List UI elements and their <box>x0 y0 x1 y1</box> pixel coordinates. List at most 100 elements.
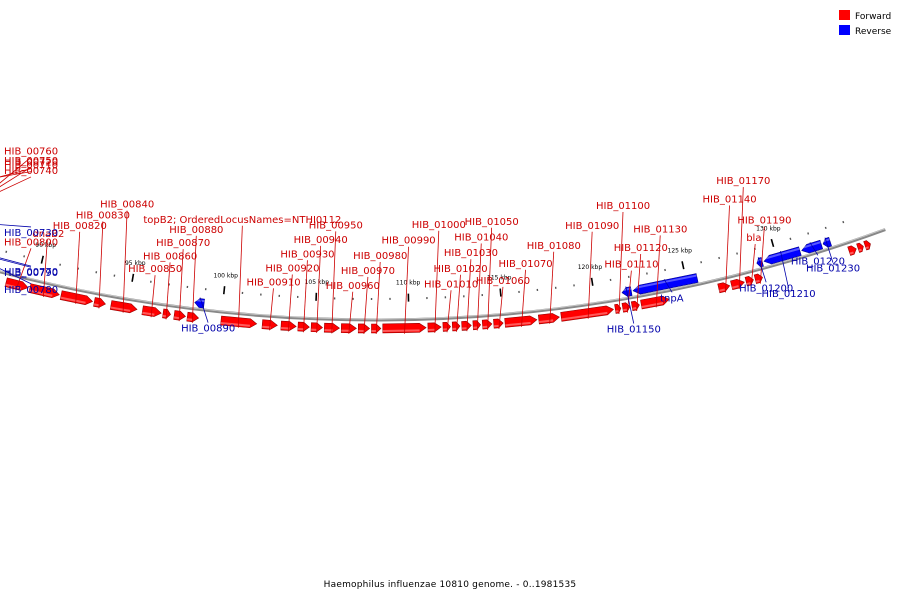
gene-label: topB2; OrderedLocusNames=NTHI0112 <box>143 215 341 226</box>
gene-label-leader <box>0 176 32 192</box>
gene-label: HIB_00730 <box>4 228 58 239</box>
gene-hib-01110[interactable] <box>621 302 631 313</box>
gene-label-leader <box>331 231 337 334</box>
gene-label-leader <box>636 253 642 312</box>
gene-unnamed[interactable] <box>856 242 864 253</box>
gene-label-leader <box>466 259 472 332</box>
gene-hib-01230[interactable] <box>822 237 832 248</box>
gene-label: HIB_01060 <box>476 276 530 287</box>
legend-reverse-swatch <box>839 25 850 35</box>
gene-label-leader <box>178 249 184 322</box>
gene-shine <box>505 321 531 327</box>
gene-label: HIB_00840 <box>100 200 154 211</box>
gene-hib-01040[interactable] <box>472 320 482 331</box>
gene-label-leader <box>663 279 673 293</box>
gene-shine <box>538 319 554 323</box>
gene-label-leader <box>655 235 661 308</box>
gene-label: HIB_00720 <box>4 158 58 169</box>
gene-hib-01170[interactable] <box>730 279 745 291</box>
gene-hib-01020[interactable] <box>451 321 461 332</box>
gene-hib-01120[interactable] <box>630 300 640 311</box>
gene-label-leader <box>348 291 354 334</box>
major-tick <box>131 273 135 282</box>
major-tick <box>590 277 594 286</box>
gene-unnamed[interactable] <box>863 240 871 251</box>
gene-label: HIB_00850 <box>128 264 182 275</box>
major-tick <box>40 255 45 264</box>
major-tick <box>499 288 502 297</box>
gene-shine <box>849 251 854 255</box>
gene-label-leader <box>0 224 32 228</box>
gene-hib-01090[interactable] <box>560 305 614 322</box>
major-tick <box>681 261 685 270</box>
gene-label: HIB_01100 <box>596 201 650 212</box>
gene-label: HIB_00800 <box>4 237 58 248</box>
genome-caption: Haemophilus influenzae 10810 genome. - 0… <box>324 580 577 590</box>
gene-hib-01130[interactable] <box>640 295 670 310</box>
gene-shine <box>5 283 22 290</box>
gene-label: HIB_00710 <box>4 161 58 172</box>
gene-label: HIB_01020 <box>433 264 487 275</box>
gene-hib-00890[interactable] <box>194 298 205 309</box>
gene-label: HIB_00950 <box>309 220 363 231</box>
genome-backbone <box>0 228 886 322</box>
gene-label-leader <box>725 205 730 293</box>
gene-label: HIB_01120 <box>614 243 668 254</box>
legend-forward-label: Forward <box>855 12 891 22</box>
major-tick <box>770 238 775 248</box>
gene-shine <box>746 282 751 286</box>
legend-forward-swatch <box>839 10 850 20</box>
gene-label: HIB_01050 <box>465 217 519 228</box>
gene-hib-01080[interactable] <box>537 313 560 325</box>
gene-label-leader <box>738 187 744 290</box>
gene-label-leader <box>0 258 32 268</box>
gene-label: HIB_00990 <box>382 236 436 247</box>
gene-label-leader <box>587 231 593 319</box>
gene-label: HIB_00820 <box>53 221 107 232</box>
gene-label: HIB_00940 <box>294 235 348 246</box>
gene-hib-01070[interactable] <box>504 315 538 328</box>
gene-label: HIB_01110 <box>604 260 658 271</box>
gene-label: HIB_00770 <box>4 267 58 278</box>
tick-label: 90 kbp <box>35 242 56 249</box>
gene-label: HIB_00760 <box>4 146 58 157</box>
gene-hib-01210[interactable] <box>763 246 802 265</box>
gene-shine <box>719 288 726 292</box>
gene-hib-01030[interactable] <box>461 320 472 331</box>
gene-label-leader <box>476 243 482 331</box>
gene-hib-01010[interactable] <box>442 321 451 332</box>
gene-shine <box>731 285 739 289</box>
gene-hib-01060[interactable] <box>493 318 504 329</box>
gene-shine <box>800 241 821 250</box>
gene-label: HIB_00830 <box>76 210 130 221</box>
gene-hib-01050[interactable] <box>481 319 493 330</box>
gene-tnpa[interactable] <box>632 273 699 295</box>
gene-label: HIB_00860 <box>143 251 197 262</box>
gene-unnamed[interactable] <box>847 245 857 256</box>
gene-label: HIB_00890 <box>181 324 235 335</box>
gene-label-leader <box>122 210 128 313</box>
gene-label: HIB_01190 <box>737 216 791 227</box>
gene-label-leader <box>316 245 322 333</box>
gene-hib-00800[interactable] <box>4 277 29 291</box>
gene-label-leader <box>237 225 243 328</box>
gene-label-leader <box>0 268 32 285</box>
gene-label-leader <box>98 221 104 309</box>
gene-hib-00960[interactable] <box>340 323 357 334</box>
gene-shine <box>194 299 205 303</box>
gene-label: HIB_01230 <box>806 264 860 275</box>
gene-label: HIB_01070 <box>499 259 553 270</box>
gene-label: HIB_00750 <box>4 156 58 167</box>
gene-shine <box>220 322 250 327</box>
gene-label-leader <box>626 270 632 313</box>
gene-label: HIB_01040 <box>454 233 508 244</box>
tick-label: 125 kbp <box>668 248 693 255</box>
genome-backbone-highlight <box>0 228 886 320</box>
gene-label: bla <box>746 233 761 244</box>
genes-layer <box>4 237 871 334</box>
gene-hib-01140[interactable] <box>717 282 731 294</box>
gene-label-leader <box>15 248 32 291</box>
gene-hib-01000[interactable] <box>427 322 442 333</box>
gene-label: HIB_00780 <box>4 285 58 296</box>
